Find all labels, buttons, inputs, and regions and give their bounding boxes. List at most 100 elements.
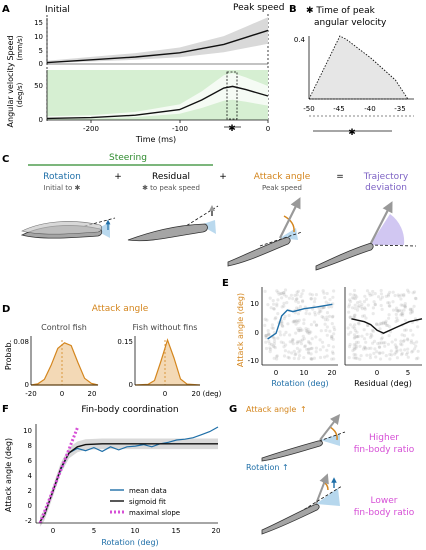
d-nofins-plot: 0.15 0 0 20 (deg) (117, 336, 222, 398)
angular-tick-50: 50 (34, 82, 43, 90)
scatter-point (275, 354, 279, 358)
scatter-point (387, 313, 391, 317)
scatter-point (358, 357, 362, 361)
scatter-point (275, 355, 279, 359)
f-xlabel: Rotation (deg) (101, 538, 158, 547)
scatter-point (325, 333, 329, 337)
legend-maximal-slope: maximal slope (129, 509, 180, 517)
scatter-point (353, 323, 357, 327)
scatter-point (388, 325, 392, 329)
scatter-point (379, 357, 383, 361)
scatter-point (407, 290, 411, 294)
scatter-point (280, 321, 284, 325)
scatter-point (325, 291, 329, 296)
scatter-point (308, 292, 312, 296)
scatter-point (351, 325, 355, 329)
scatter-point (348, 323, 352, 327)
scatter-point (284, 343, 288, 347)
scatter-point (292, 319, 296, 323)
scatter-point (373, 347, 377, 351)
scatter-point (411, 333, 415, 337)
f-xtick-0: 0 (51, 527, 55, 535)
scatter-point (404, 352, 409, 357)
scatter-point (291, 342, 295, 346)
fish-attack-illustration (227, 197, 303, 267)
scatter-point (410, 309, 414, 313)
scatter-point (293, 293, 297, 297)
e2-xtick-5: 5 (406, 369, 410, 377)
scatter-point (396, 309, 400, 313)
scatter-point (352, 296, 356, 300)
maximal-slope-line (38, 427, 79, 524)
scatter-point (352, 315, 356, 319)
scatter-point (280, 319, 284, 324)
steering-label: Steering (109, 153, 147, 163)
scatter-point (282, 291, 286, 295)
scatter-point (313, 310, 317, 315)
f-xtick-10: 10 (131, 527, 140, 535)
scatter-point (380, 295, 384, 299)
scatter-point (352, 333, 357, 337)
scatter-point (395, 348, 399, 352)
scatter-point (353, 293, 357, 297)
scatter-point (310, 346, 314, 350)
scatter-point (305, 308, 309, 312)
scatter-point (393, 343, 397, 347)
scatter-point (295, 319, 299, 323)
scatter-point (299, 294, 303, 299)
panel-letter-c: C (2, 154, 9, 165)
scatter-point (350, 296, 354, 300)
scatter-point (350, 306, 355, 310)
scatter-point (375, 322, 379, 326)
scatter-point (306, 331, 310, 335)
scatter-point (378, 351, 382, 355)
d1-xtick-0: 0 (60, 390, 64, 398)
scatter-point (305, 347, 309, 351)
scatter-point (325, 315, 329, 319)
scatter-point (299, 339, 303, 343)
e-ytick-0: 0 (255, 329, 259, 337)
g-attack-label: Attack angle (246, 405, 296, 414)
scatter-point (268, 296, 272, 300)
e1-xtick-10: 10 (300, 369, 309, 377)
scatter-point (403, 304, 407, 308)
scatter-point (365, 353, 369, 357)
scatter-point (410, 307, 414, 311)
scatter-point (310, 357, 314, 361)
scatter-point (309, 297, 313, 301)
scatter-point (374, 355, 378, 359)
scatter-point (408, 307, 413, 311)
scatter-point (309, 330, 313, 334)
scatter-point (395, 349, 399, 353)
scatter-point (279, 292, 283, 296)
scatter-point (399, 303, 403, 307)
scatter-point (325, 348, 329, 352)
plus-sign-1: + (114, 172, 122, 182)
scatter-point (369, 332, 373, 336)
scatter-point (383, 322, 388, 326)
d2-ytick-zero: 0 (129, 381, 133, 389)
scatter-point (309, 323, 313, 327)
scatter-point (292, 320, 296, 324)
equals-sign: = (336, 172, 344, 182)
scatter-point (377, 351, 381, 355)
scatter-point (373, 303, 377, 307)
scatter-point (266, 329, 270, 333)
scatter-point (395, 316, 399, 320)
scatter-point (361, 314, 365, 318)
scatter-point (396, 309, 400, 313)
g-trajectory-arrow (315, 473, 329, 505)
scatter-point (323, 355, 327, 359)
scatter-point (384, 294, 388, 298)
scatter-point (364, 347, 368, 351)
scatter-point (364, 316, 368, 320)
scatter-point (293, 353, 297, 357)
scatter-point (282, 345, 286, 349)
scatter-point (263, 289, 267, 293)
scatter-point (377, 345, 381, 349)
scatter-point (353, 313, 357, 317)
scatter-point (272, 302, 276, 306)
scatter-point (330, 305, 334, 309)
scatter-point (356, 321, 360, 325)
scatter-point (368, 335, 373, 339)
